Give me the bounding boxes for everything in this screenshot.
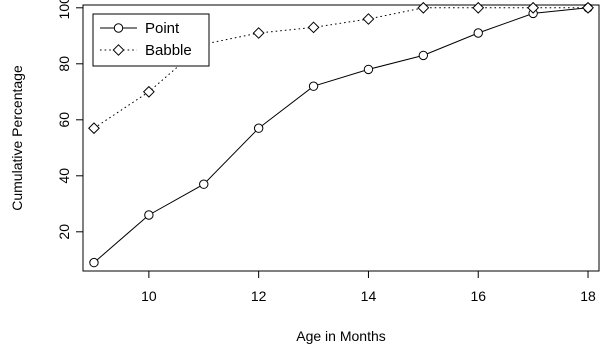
- series-point-point: [89, 257, 99, 268]
- x-tick-label: 18: [580, 288, 596, 304]
- legend-box: [92, 13, 210, 67]
- legend-babble-marker: [112, 44, 125, 56]
- series-babble-point: [252, 27, 265, 39]
- x-tick-label: 14: [361, 288, 377, 304]
- y-tick-label: 20: [56, 224, 72, 240]
- y-tick-label: 40: [56, 168, 72, 184]
- series-point-point: [199, 179, 209, 189]
- series-point-point: [144, 210, 154, 220]
- series-point-point: [473, 28, 483, 38]
- series-babble-point: [582, 1, 594, 14]
- plot-frame: [82, 4, 600, 272]
- y-tick-label: 60: [56, 112, 72, 128]
- series-babble: [88, 1, 594, 135]
- series-babble-point: [88, 122, 100, 135]
- x-tick-label: 10: [141, 288, 157, 304]
- x-tick-label: 16: [470, 288, 486, 304]
- series-babble-point: [142, 85, 155, 98]
- series-babble-line: [93, 7, 589, 129]
- series-babble-point: [307, 21, 320, 34]
- legend-point-marker: [113, 23, 124, 33]
- series-layer: [88, 1, 594, 268]
- series-point-point: [363, 64, 374, 75]
- y-tick-label: 100: [56, 0, 72, 19]
- y-axis: 20 40 60 80 100: [56, 0, 83, 240]
- y-tick-label: 80: [56, 56, 72, 72]
- series-point-point: [418, 50, 429, 61]
- x-axis: 10 12 14 16 18: [141, 271, 596, 304]
- series-babble-point: [362, 13, 375, 25]
- legend-point-label: Point: [145, 20, 180, 37]
- series-babble-point: [417, 1, 430, 14]
- legend-babble-label: Babble: [145, 42, 192, 59]
- legend: Point Babble: [92, 13, 210, 67]
- series-point-point: [308, 81, 319, 91]
- x-axis-title: Age in Months: [296, 328, 386, 344]
- series-babble-point: [472, 1, 485, 14]
- y-axis-title: Cumulative Percentage: [9, 65, 25, 211]
- series-babble-point: [527, 1, 540, 14]
- x-tick-label: 12: [251, 288, 267, 304]
- series-point-point: [253, 123, 264, 133]
- series-point-line: [93, 7, 589, 263]
